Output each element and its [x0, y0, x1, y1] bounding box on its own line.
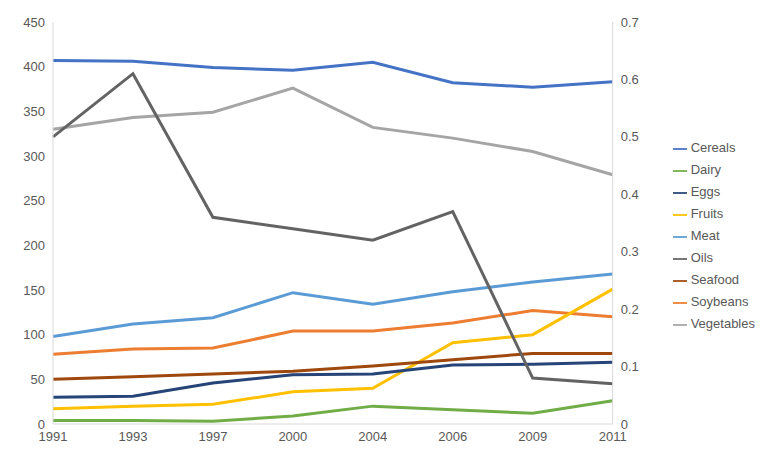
- svg-text:0.5: 0.5: [621, 129, 639, 144]
- svg-text:0.2: 0.2: [621, 302, 639, 317]
- html-text:Oils: Oils: [690, 250, 713, 265]
- svg-text:350: 350: [23, 104, 45, 119]
- svg-text:0.1: 0.1: [621, 359, 639, 374]
- svg-text:250: 250: [23, 193, 45, 208]
- svg-text:2006: 2006: [438, 429, 467, 444]
- html-text:Fruits: Fruits: [690, 206, 724, 221]
- html-text:Dairy: Dairy: [690, 162, 721, 177]
- html-text:Soybeans: Soybeans: [690, 294, 749, 309]
- svg-text:1991: 1991: [38, 429, 68, 445]
- svg-text:2000: 2000: [278, 429, 307, 444]
- svg-text:100: 100: [23, 327, 45, 342]
- html-text:Meat: Meat: [690, 228, 720, 243]
- svg-text:450: 450: [23, 15, 45, 30]
- svg-text:1993: 1993: [118, 429, 147, 444]
- svg-text:0: 0: [621, 417, 628, 432]
- svg-text:0.6: 0.6: [621, 72, 639, 87]
- svg-text:0.7: 0.7: [621, 15, 639, 30]
- html-text:Vegetables: Vegetables: [690, 316, 755, 331]
- svg-text:400: 400: [23, 59, 45, 74]
- svg-text:50: 50: [31, 372, 45, 387]
- svg-text:0.3: 0.3: [621, 244, 639, 259]
- svg-text:150: 150: [23, 283, 45, 298]
- svg-text:2011: 2011: [598, 429, 627, 445]
- svg-text:2004: 2004: [358, 429, 387, 444]
- svg-text:300: 300: [23, 149, 45, 164]
- svg-text:1997: 1997: [198, 429, 227, 444]
- svg-text:0.4: 0.4: [621, 187, 639, 202]
- svg-text:2009: 2009: [518, 429, 547, 444]
- html-text:Eggs: Eggs: [690, 184, 721, 199]
- svg-text:0: 0: [38, 417, 45, 432]
- html-text:Seafood: Seafood: [690, 272, 740, 287]
- html-text:Cereals: Cereals: [690, 140, 736, 155]
- svg-text:200: 200: [23, 238, 45, 253]
